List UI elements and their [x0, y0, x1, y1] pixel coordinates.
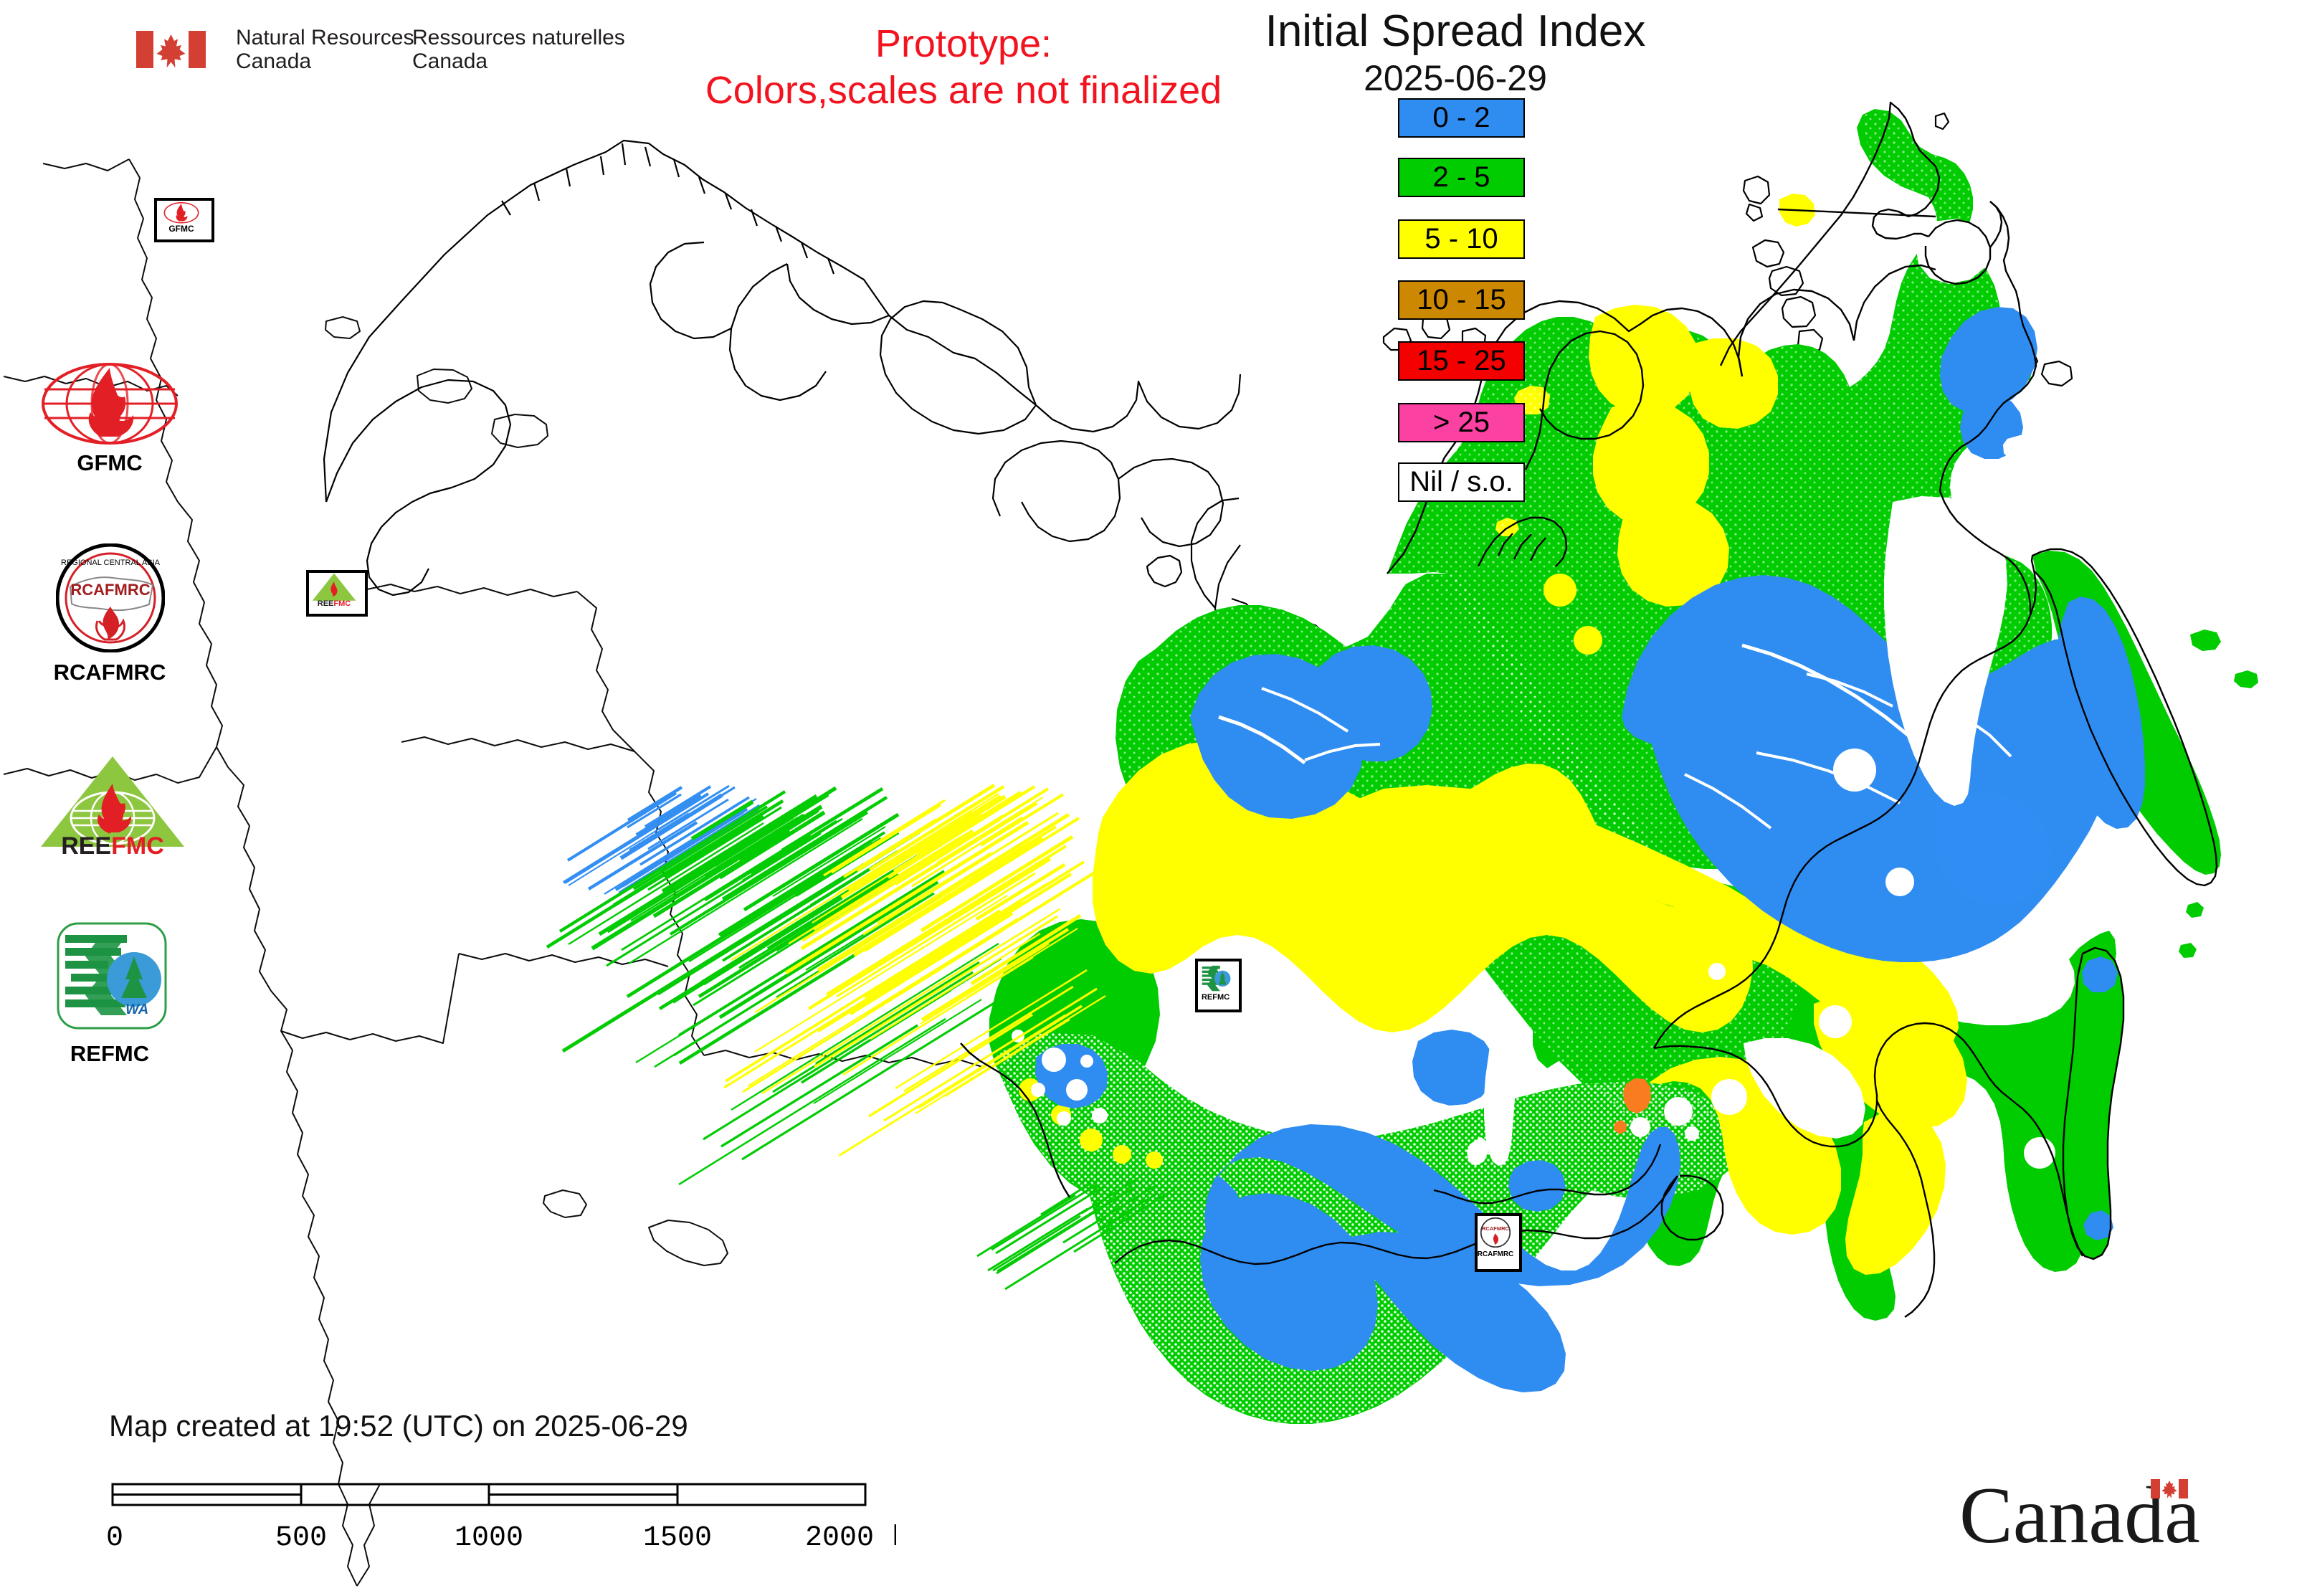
svg-text:2000 km: 2000 km	[805, 1522, 896, 1554]
svg-text:1500: 1500	[643, 1522, 712, 1554]
svg-text:REGIONAL CENTRAL ASIA: REGIONAL CENTRAL ASIA	[61, 559, 161, 567]
svg-text:500: 500	[275, 1522, 327, 1554]
svg-text:1000: 1000	[455, 1522, 523, 1554]
svg-text:REEFMC: REEFMC	[61, 832, 164, 859]
svg-text:RCAFMRC: RCAFMRC	[70, 581, 150, 599]
svg-text:WA: WA	[125, 1002, 148, 1017]
svg-text:RCAFMRC: RCAFMRC	[1482, 1225, 1510, 1232]
svg-text:0: 0	[108, 1522, 123, 1554]
